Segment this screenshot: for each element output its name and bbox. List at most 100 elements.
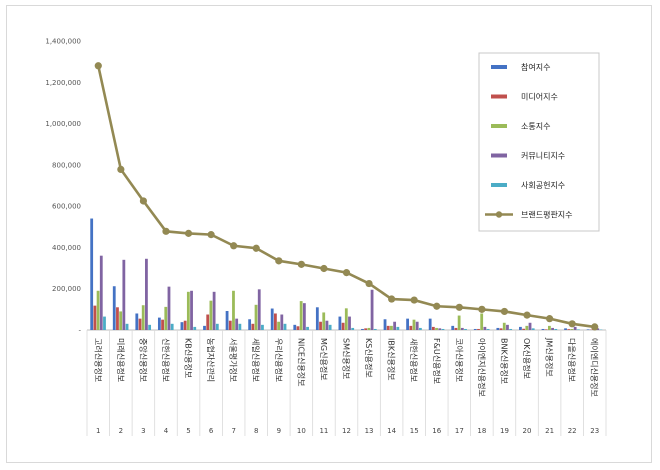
bar (157, 317, 161, 330)
x-category-label: 서울평가정보 (229, 338, 239, 382)
bar (125, 323, 129, 330)
bar (451, 325, 455, 330)
line-point (184, 229, 193, 237)
x-rank-label: 15 (410, 427, 419, 435)
bar (254, 304, 258, 330)
x-category-label: SM신용정보 (342, 338, 352, 379)
line-point (478, 305, 486, 313)
y-tick-label: 200,000 (52, 285, 81, 293)
bar (460, 327, 464, 330)
line-point (591, 323, 599, 331)
bar (383, 319, 387, 330)
y-tick-label: 1,200,000 (45, 79, 81, 87)
x-category-label: 신한신용정보 (161, 338, 171, 382)
bar (554, 328, 558, 330)
bar (547, 325, 551, 330)
x-rank-label: 4 (164, 427, 169, 435)
bar (567, 329, 571, 330)
bar (180, 322, 184, 330)
x-rank-label: 22 (568, 427, 577, 435)
bar (319, 321, 322, 330)
x-category-label: 에이엔디신용정보 (590, 338, 600, 397)
x-category-label: 코아신용정보 (454, 338, 464, 382)
bar (406, 318, 409, 330)
x-rank-label: 13 (365, 427, 374, 435)
bar (361, 328, 364, 330)
line-point (117, 165, 125, 173)
bar (551, 327, 554, 330)
x-category-label: 새한신용정보 (409, 338, 419, 382)
bar (293, 324, 297, 330)
x-rank-label: 1 (96, 427, 100, 435)
bar (116, 307, 119, 330)
x-rank-label: 5 (186, 427, 190, 435)
bar (519, 326, 522, 330)
bar (251, 323, 255, 330)
x-category-label: KS신용정보 (364, 338, 374, 378)
bar (338, 316, 342, 330)
bar (257, 289, 261, 330)
bar (328, 324, 332, 330)
bar (306, 326, 309, 330)
x-category-label: F&U신용정보 (432, 338, 442, 384)
x-rank-label: 12 (342, 427, 351, 435)
x-rank-label: 19 (500, 427, 509, 435)
bar (93, 305, 97, 330)
bar (138, 318, 142, 330)
y-tick-label: 600,000 (52, 203, 81, 211)
x-category-label: 중앙신용정보 (138, 338, 148, 382)
line-point (139, 197, 148, 205)
x-category-label: KB신용정보 (184, 338, 194, 378)
bar (596, 328, 600, 330)
bar (457, 315, 461, 330)
bar (348, 316, 351, 330)
line-point (433, 302, 441, 310)
line-point (297, 260, 305, 268)
line-point (568, 320, 576, 328)
bar (302, 303, 306, 330)
bar (541, 328, 545, 330)
x-rank-label: 17 (455, 427, 464, 435)
bar (212, 291, 216, 330)
bar (522, 328, 526, 330)
bar (235, 318, 239, 330)
line-point (342, 269, 351, 277)
bar (186, 291, 190, 330)
x-rank-label: 20 (523, 427, 532, 435)
bar (473, 328, 477, 330)
line-point (320, 264, 328, 273)
bar (528, 322, 532, 330)
bar (412, 319, 416, 330)
bar (502, 322, 506, 330)
y-tick-label: 1,400,000 (45, 38, 81, 46)
bar (232, 290, 235, 330)
bar (203, 325, 206, 330)
line-point (94, 62, 102, 70)
line-point (275, 257, 283, 265)
bar (351, 327, 355, 330)
legend-box (478, 52, 600, 232)
x-rank-label: 14 (387, 427, 396, 435)
bar (564, 328, 567, 330)
bar (415, 321, 419, 330)
x-rank-label: 3 (141, 427, 145, 435)
line-point (410, 296, 418, 304)
bar (135, 313, 139, 330)
legend-label: 미디어지수 (521, 92, 558, 102)
y-tick-label: - (78, 327, 81, 335)
bar (576, 329, 580, 330)
x-rank-label: 7 (231, 427, 235, 435)
bar (496, 327, 500, 330)
y-tick-label: 1,000,000 (45, 120, 81, 128)
bar (122, 259, 126, 330)
legend-label: 커뮤니티지수 (521, 151, 565, 161)
bar (573, 326, 577, 330)
legend-swatch (491, 124, 507, 128)
legend-swatch-marker (495, 211, 503, 218)
x-category-label: NICE신용정보 (296, 338, 306, 386)
x-rank-label: 2 (119, 427, 123, 435)
bar (386, 325, 390, 330)
x-category-label: 미래신용정보 (116, 338, 126, 382)
bar (464, 328, 467, 330)
bar (248, 319, 252, 330)
